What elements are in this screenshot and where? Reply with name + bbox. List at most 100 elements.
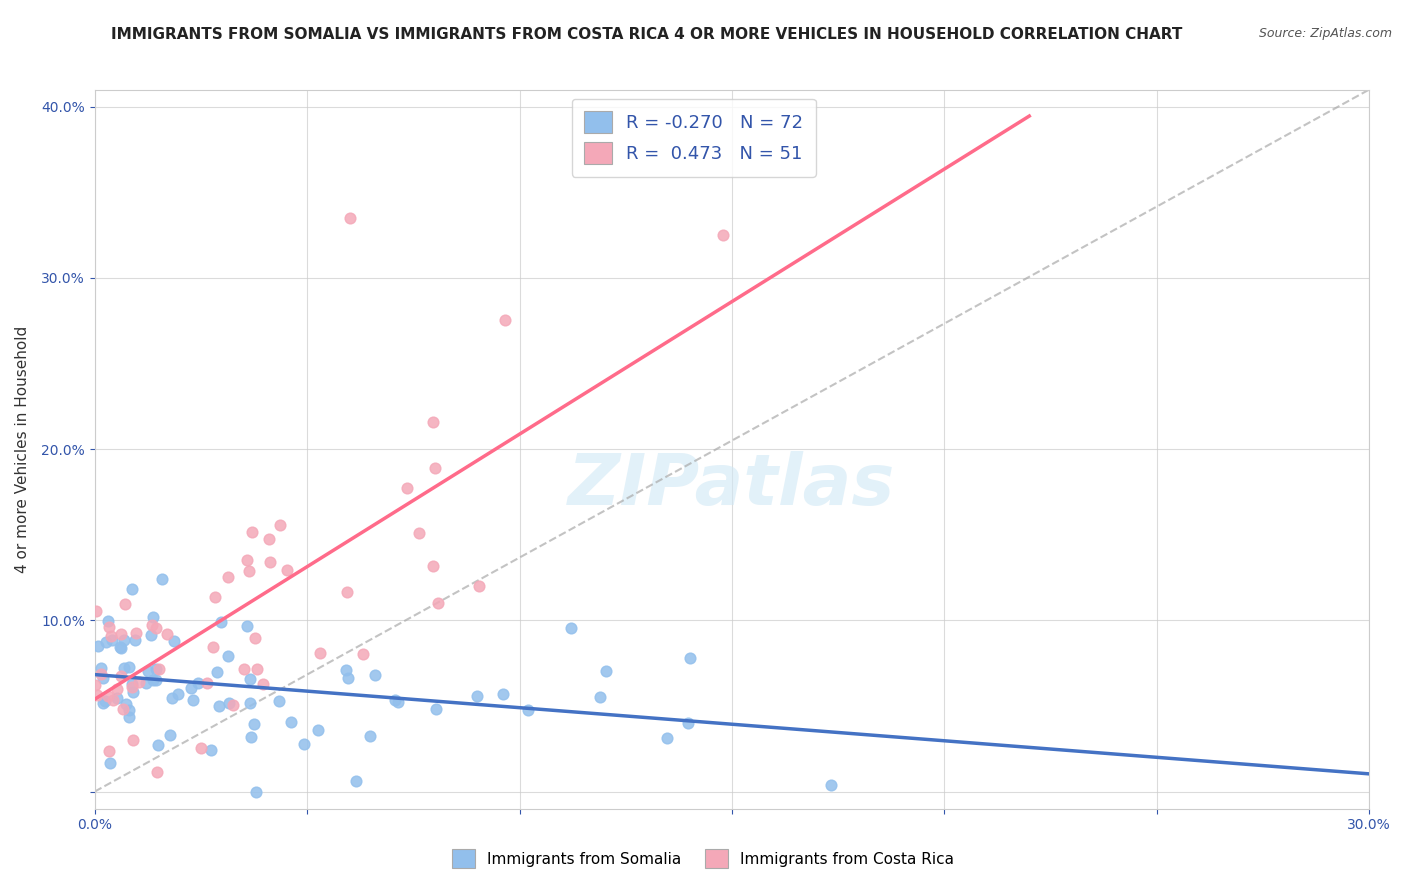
Point xyxy=(97,614,120,628)
Point xyxy=(97,743,120,757)
Point xyxy=(516,703,538,717)
Point xyxy=(84,604,107,618)
Legend: R = -0.270   N = 72, R =  0.473   N = 51: R = -0.270 N = 72, R = 0.473 N = 51 xyxy=(572,99,815,177)
Point xyxy=(352,647,374,661)
Point xyxy=(180,681,202,695)
Point xyxy=(425,702,447,716)
Point xyxy=(218,696,240,710)
Point xyxy=(86,688,108,702)
Point xyxy=(426,597,449,611)
Point xyxy=(187,675,209,690)
Point xyxy=(112,661,135,675)
Point xyxy=(208,698,231,713)
Point xyxy=(202,640,225,654)
Point xyxy=(589,690,612,704)
Y-axis label: 4 or more Vehicles in Household: 4 or more Vehicles in Household xyxy=(15,326,30,573)
Point xyxy=(676,716,699,731)
Point xyxy=(91,696,114,710)
Point xyxy=(105,681,128,696)
Point xyxy=(308,646,330,660)
Point xyxy=(162,690,184,705)
Point xyxy=(98,620,121,634)
Point xyxy=(387,695,409,709)
Point xyxy=(280,715,302,730)
Point xyxy=(820,778,842,792)
Point xyxy=(87,639,110,653)
Point xyxy=(114,597,136,611)
Point xyxy=(121,582,143,596)
Point xyxy=(259,532,281,546)
Point xyxy=(335,664,357,678)
Point xyxy=(560,621,582,635)
Point xyxy=(128,674,150,689)
Text: Source: ZipAtlas.com: Source: ZipAtlas.com xyxy=(1258,27,1392,40)
Point xyxy=(657,731,679,745)
Point xyxy=(190,741,212,756)
Point xyxy=(494,313,516,327)
Point xyxy=(422,558,444,573)
Point xyxy=(246,662,269,676)
Point xyxy=(84,678,107,692)
Point xyxy=(148,662,170,676)
Point xyxy=(91,671,114,685)
Point xyxy=(408,526,430,541)
Point xyxy=(200,743,222,757)
Point xyxy=(217,649,239,664)
Text: ZIPatlas: ZIPatlas xyxy=(568,450,896,520)
Point xyxy=(236,552,259,566)
Point xyxy=(167,687,190,701)
Point xyxy=(269,518,291,533)
Point xyxy=(148,738,170,752)
Point xyxy=(713,228,735,243)
Point xyxy=(100,756,122,771)
Point xyxy=(159,728,181,742)
Point xyxy=(124,632,146,647)
Point xyxy=(422,415,444,429)
Point xyxy=(112,633,135,648)
Point xyxy=(90,661,112,675)
Point xyxy=(467,689,489,703)
Point xyxy=(242,717,264,731)
Point xyxy=(269,694,291,708)
Point xyxy=(336,585,359,599)
Point xyxy=(145,621,167,635)
Point xyxy=(145,661,167,675)
Point xyxy=(110,640,132,655)
Point xyxy=(276,563,298,577)
Point xyxy=(139,628,162,642)
Point xyxy=(101,632,124,647)
Point xyxy=(259,555,281,569)
Point xyxy=(239,730,262,744)
Point xyxy=(364,668,387,682)
Point xyxy=(112,701,135,715)
Point xyxy=(359,729,381,743)
Point xyxy=(100,629,122,643)
Point xyxy=(156,627,179,641)
Text: IMMIGRANTS FROM SOMALIA VS IMMIGRANTS FROM COSTA RICA 4 OR MORE VEHICLES IN HOUS: IMMIGRANTS FROM SOMALIA VS IMMIGRANTS FR… xyxy=(111,27,1182,42)
Point xyxy=(110,626,132,640)
Point xyxy=(240,524,263,539)
Point xyxy=(90,666,112,681)
Point xyxy=(344,774,367,789)
Point xyxy=(163,634,186,648)
Point xyxy=(142,673,165,687)
Point xyxy=(118,709,141,723)
Point xyxy=(110,669,132,683)
Point xyxy=(138,664,160,678)
Point xyxy=(238,564,260,578)
Point xyxy=(118,660,141,674)
Point xyxy=(135,676,157,690)
Point xyxy=(121,680,143,694)
Point xyxy=(337,671,360,685)
Point xyxy=(101,692,124,706)
Point xyxy=(236,619,259,633)
Point xyxy=(491,687,513,701)
Point xyxy=(252,677,274,691)
Point xyxy=(105,691,128,706)
Point xyxy=(204,590,226,604)
Point xyxy=(122,733,145,747)
Point xyxy=(245,784,267,798)
Point xyxy=(94,634,117,648)
Point xyxy=(384,693,406,707)
Point xyxy=(141,618,163,632)
